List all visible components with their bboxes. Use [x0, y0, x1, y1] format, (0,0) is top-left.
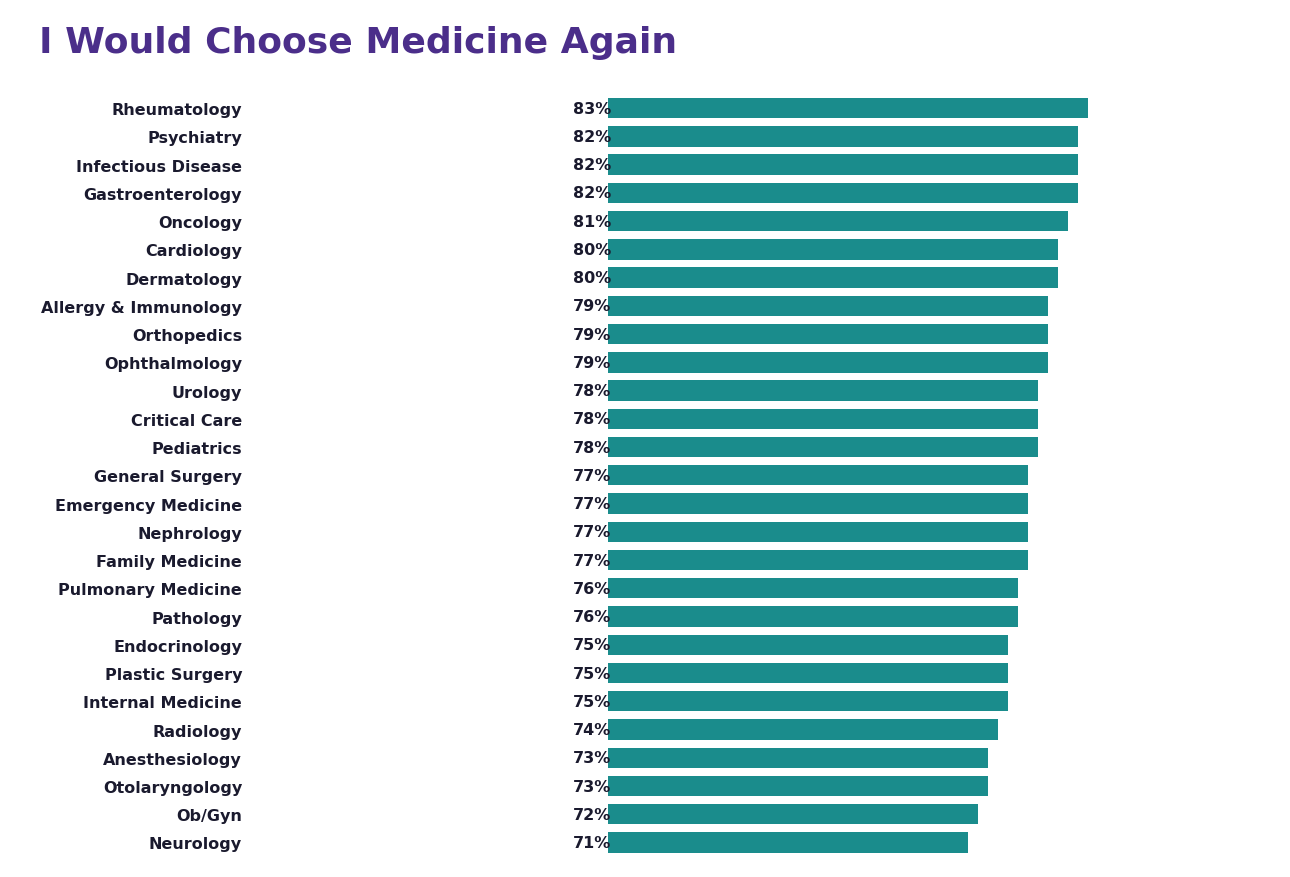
- Bar: [608, 211, 1068, 232]
- Bar: [608, 804, 978, 824]
- Text: 75%: 75%: [573, 694, 611, 709]
- Text: 82%: 82%: [573, 130, 611, 145]
- Bar: [608, 522, 1028, 542]
- Text: 78%: 78%: [573, 440, 611, 455]
- Bar: [608, 466, 1028, 486]
- Bar: [608, 268, 1058, 289]
- Bar: [608, 663, 1007, 683]
- Bar: [608, 579, 1018, 599]
- Text: 77%: 77%: [573, 496, 611, 511]
- Bar: [608, 353, 1047, 373]
- Text: 79%: 79%: [573, 327, 611, 342]
- Text: 75%: 75%: [573, 638, 611, 652]
- Text: 82%: 82%: [573, 158, 611, 173]
- Text: 78%: 78%: [573, 412, 611, 427]
- Bar: [608, 438, 1037, 458]
- Text: 76%: 76%: [573, 581, 611, 596]
- Text: 76%: 76%: [573, 610, 611, 624]
- Text: 79%: 79%: [573, 355, 611, 370]
- Bar: [608, 607, 1018, 627]
- Bar: [608, 550, 1028, 571]
- Text: 77%: 77%: [573, 468, 611, 483]
- Text: 71%: 71%: [573, 835, 611, 850]
- Bar: [608, 719, 997, 740]
- Bar: [608, 183, 1077, 203]
- Bar: [608, 324, 1047, 345]
- Bar: [608, 296, 1047, 317]
- Bar: [608, 691, 1007, 711]
- Text: 80%: 80%: [573, 243, 611, 258]
- Bar: [608, 748, 988, 768]
- Text: 75%: 75%: [573, 666, 611, 681]
- Text: 81%: 81%: [573, 214, 611, 230]
- Text: 80%: 80%: [573, 271, 611, 286]
- Text: 72%: 72%: [573, 807, 611, 822]
- Text: 82%: 82%: [573, 186, 611, 201]
- Text: 74%: 74%: [573, 722, 611, 738]
- Bar: [608, 99, 1087, 119]
- Bar: [608, 381, 1037, 402]
- Text: 73%: 73%: [573, 779, 611, 794]
- Text: 77%: 77%: [573, 553, 611, 568]
- Text: 83%: 83%: [573, 102, 611, 117]
- Bar: [608, 155, 1077, 175]
- Text: 73%: 73%: [573, 751, 611, 766]
- Bar: [608, 410, 1037, 430]
- Bar: [608, 776, 988, 796]
- Text: 78%: 78%: [573, 383, 611, 399]
- Bar: [608, 494, 1028, 514]
- Text: I Would Choose Medicine Again: I Would Choose Medicine Again: [39, 26, 677, 61]
- Bar: [608, 127, 1077, 147]
- Bar: [608, 240, 1058, 260]
- Text: 79%: 79%: [573, 299, 611, 314]
- Text: 77%: 77%: [573, 524, 611, 539]
- Bar: [608, 635, 1007, 655]
- Bar: [608, 832, 968, 852]
